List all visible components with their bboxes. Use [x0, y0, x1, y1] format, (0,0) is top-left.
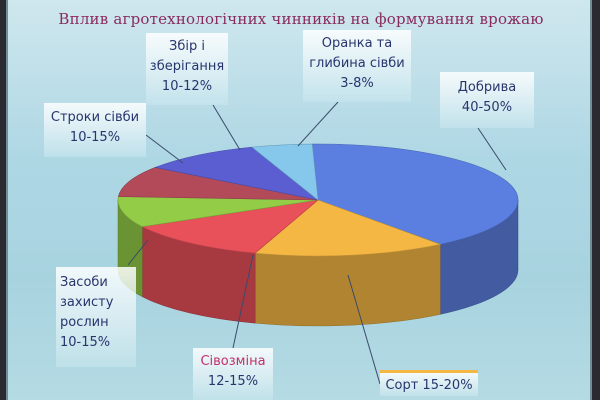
- chart-title: Вплив агротехнологічних чинників на форм…: [58, 10, 544, 28]
- leader-line-0: [477, 127, 507, 171]
- leader-line-5: [232, 254, 254, 349]
- leader-line-2: [212, 104, 241, 151]
- pie-sides: [117, 199, 519, 327]
- pie-chart: [117, 101, 519, 385]
- pie-slice-5: [154, 146, 319, 201]
- label-oranka: Оранка та глибина сівби 3-8%: [303, 30, 411, 102]
- pie-slice-4: [118, 167, 319, 201]
- leader-line-4: [127, 239, 149, 266]
- leader-line-6: [347, 274, 381, 385]
- pie-side-1: [254, 244, 441, 327]
- leader-line-3: [145, 134, 184, 164]
- label-dobryva: Добрива 40-50%: [440, 72, 534, 128]
- label-zbir: Збір і зберігання 10-12%: [146, 33, 228, 105]
- pie-slice-3: [117, 196, 319, 228]
- label-sort: Сорт 15-20%: [380, 370, 478, 396]
- pie-slice-0: [311, 143, 519, 245]
- pie-slice-6: [251, 143, 319, 201]
- leader-lines: [127, 101, 507, 385]
- pie-slice-2: [141, 199, 320, 254]
- label-zasoby: Засоби захисту рослин 10-15%: [56, 267, 136, 367]
- pie-slice-1: [254, 199, 442, 257]
- label-stroky: Строки сівби 10-15%: [44, 103, 146, 157]
- slide: Вплив агротехнологічних чинників на форм…: [6, 0, 592, 400]
- label-sivozmina: Сівозміна 12-15%: [193, 348, 273, 400]
- pie-top: [117, 143, 519, 257]
- leader-line-1: [297, 101, 339, 147]
